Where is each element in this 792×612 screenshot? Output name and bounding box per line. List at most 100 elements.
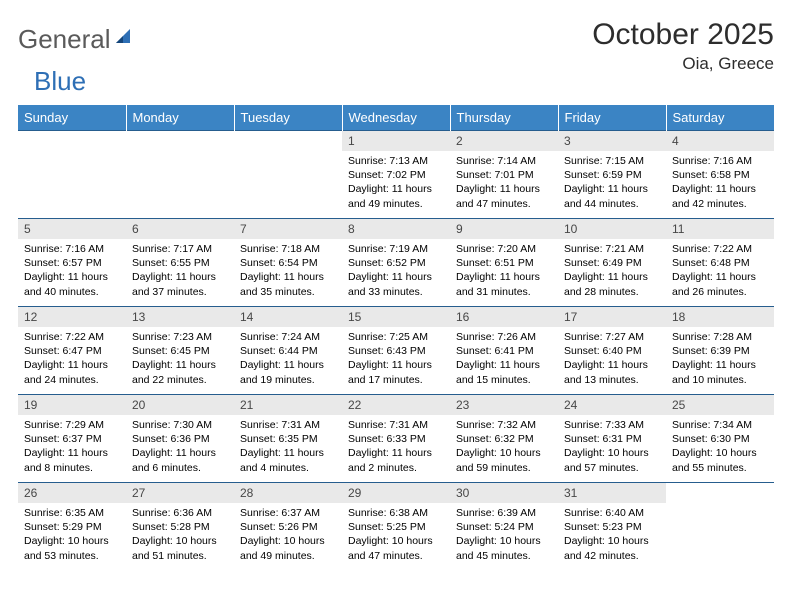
day-number: 7: [234, 219, 342, 239]
location-label: Oia, Greece: [592, 54, 774, 74]
calendar-row: 26Sunrise: 6:35 AMSunset: 5:29 PMDayligh…: [18, 483, 774, 571]
day-number: 23: [450, 395, 558, 415]
daylight-text: Daylight: 11 hours and 42 minutes.: [672, 182, 768, 210]
sunrise-text: Sunrise: 7:18 AM: [240, 242, 336, 256]
sunrise-text: Sunrise: 7:25 AM: [348, 330, 444, 344]
sunset-text: Sunset: 6:49 PM: [564, 256, 660, 270]
day-details: Sunrise: 6:38 AMSunset: 5:25 PMDaylight:…: [342, 503, 450, 567]
daylight-text: Daylight: 11 hours and 17 minutes.: [348, 358, 444, 386]
sunset-text: Sunset: 6:52 PM: [348, 256, 444, 270]
daylight-text: Daylight: 11 hours and 4 minutes.: [240, 446, 336, 474]
day-number: 24: [558, 395, 666, 415]
calendar-table: Sunday Monday Tuesday Wednesday Thursday…: [18, 105, 774, 571]
day-number: 2: [450, 131, 558, 151]
sunrise-text: Sunrise: 7:21 AM: [564, 242, 660, 256]
day-details: Sunrise: 7:26 AMSunset: 6:41 PMDaylight:…: [450, 327, 558, 391]
daylight-text: Daylight: 11 hours and 2 minutes.: [348, 446, 444, 474]
daylight-text: Daylight: 11 hours and 15 minutes.: [456, 358, 552, 386]
day-details: Sunrise: 7:30 AMSunset: 6:36 PMDaylight:…: [126, 415, 234, 479]
daylight-text: Daylight: 10 hours and 53 minutes.: [24, 534, 120, 562]
sunset-text: Sunset: 6:40 PM: [564, 344, 660, 358]
sunset-text: Sunset: 6:32 PM: [456, 432, 552, 446]
day-details: Sunrise: 7:29 AMSunset: 6:37 PMDaylight:…: [18, 415, 126, 479]
day-details: Sunrise: 7:33 AMSunset: 6:31 PMDaylight:…: [558, 415, 666, 479]
day-details: Sunrise: 6:36 AMSunset: 5:28 PMDaylight:…: [126, 503, 234, 567]
day-number: 1: [342, 131, 450, 151]
daylight-text: Daylight: 10 hours and 59 minutes.: [456, 446, 552, 474]
day-number: 20: [126, 395, 234, 415]
calendar-cell: 10Sunrise: 7:21 AMSunset: 6:49 PMDayligh…: [558, 219, 666, 307]
sunrise-text: Sunrise: 7:20 AM: [456, 242, 552, 256]
title-block: October 2025 Oia, Greece: [592, 18, 774, 74]
day-header-row: Sunday Monday Tuesday Wednesday Thursday…: [18, 105, 774, 131]
sunset-text: Sunset: 6:57 PM: [24, 256, 120, 270]
calendar-cell: 6Sunrise: 7:17 AMSunset: 6:55 PMDaylight…: [126, 219, 234, 307]
calendar-cell: [126, 131, 234, 219]
day-number: 13: [126, 307, 234, 327]
day-number: 26: [18, 483, 126, 503]
sunset-text: Sunset: 6:51 PM: [456, 256, 552, 270]
sunrise-text: Sunrise: 7:24 AM: [240, 330, 336, 344]
sunset-text: Sunset: 6:30 PM: [672, 432, 768, 446]
calendar-cell: 12Sunrise: 7:22 AMSunset: 6:47 PMDayligh…: [18, 307, 126, 395]
calendar-cell: 20Sunrise: 7:30 AMSunset: 6:36 PMDayligh…: [126, 395, 234, 483]
calendar-cell: 22Sunrise: 7:31 AMSunset: 6:33 PMDayligh…: [342, 395, 450, 483]
day-details: Sunrise: 7:25 AMSunset: 6:43 PMDaylight:…: [342, 327, 450, 391]
calendar-cell: 26Sunrise: 6:35 AMSunset: 5:29 PMDayligh…: [18, 483, 126, 571]
sunrise-text: Sunrise: 6:36 AM: [132, 506, 228, 520]
calendar-cell: 7Sunrise: 7:18 AMSunset: 6:54 PMDaylight…: [234, 219, 342, 307]
sunset-text: Sunset: 6:44 PM: [240, 344, 336, 358]
page-title: October 2025: [592, 18, 774, 52]
calendar-cell: 31Sunrise: 6:40 AMSunset: 5:23 PMDayligh…: [558, 483, 666, 571]
calendar-cell: 29Sunrise: 6:38 AMSunset: 5:25 PMDayligh…: [342, 483, 450, 571]
calendar-cell: 27Sunrise: 6:36 AMSunset: 5:28 PMDayligh…: [126, 483, 234, 571]
calendar-cell: 25Sunrise: 7:34 AMSunset: 6:30 PMDayligh…: [666, 395, 774, 483]
sunset-text: Sunset: 6:43 PM: [348, 344, 444, 358]
sunrise-text: Sunrise: 7:19 AM: [348, 242, 444, 256]
day-details: Sunrise: 7:22 AMSunset: 6:48 PMDaylight:…: [666, 239, 774, 303]
sunrise-text: Sunrise: 7:28 AM: [672, 330, 768, 344]
day-details: Sunrise: 6:40 AMSunset: 5:23 PMDaylight:…: [558, 503, 666, 567]
col-thursday: Thursday: [450, 105, 558, 131]
sail-icon: [113, 26, 135, 53]
sunrise-text: Sunrise: 7:27 AM: [564, 330, 660, 344]
day-number: 19: [18, 395, 126, 415]
day-details: Sunrise: 7:19 AMSunset: 6:52 PMDaylight:…: [342, 239, 450, 303]
day-details: Sunrise: 7:15 AMSunset: 6:59 PMDaylight:…: [558, 151, 666, 215]
calendar-cell: 30Sunrise: 6:39 AMSunset: 5:24 PMDayligh…: [450, 483, 558, 571]
day-number: 8: [342, 219, 450, 239]
daylight-text: Daylight: 11 hours and 8 minutes.: [24, 446, 120, 474]
calendar-cell: 23Sunrise: 7:32 AMSunset: 6:32 PMDayligh…: [450, 395, 558, 483]
daylight-text: Daylight: 11 hours and 37 minutes.: [132, 270, 228, 298]
sunrise-text: Sunrise: 7:17 AM: [132, 242, 228, 256]
sunrise-text: Sunrise: 7:22 AM: [672, 242, 768, 256]
daylight-text: Daylight: 11 hours and 13 minutes.: [564, 358, 660, 386]
calendar-cell: 24Sunrise: 7:33 AMSunset: 6:31 PMDayligh…: [558, 395, 666, 483]
day-number: 12: [18, 307, 126, 327]
sunrise-text: Sunrise: 6:39 AM: [456, 506, 552, 520]
sunset-text: Sunset: 6:45 PM: [132, 344, 228, 358]
calendar-cell: 16Sunrise: 7:26 AMSunset: 6:41 PMDayligh…: [450, 307, 558, 395]
daylight-text: Daylight: 11 hours and 33 minutes.: [348, 270, 444, 298]
sunrise-text: Sunrise: 7:16 AM: [24, 242, 120, 256]
sunrise-text: Sunrise: 7:14 AM: [456, 154, 552, 168]
daylight-text: Daylight: 10 hours and 47 minutes.: [348, 534, 444, 562]
day-details: Sunrise: 7:27 AMSunset: 6:40 PMDaylight:…: [558, 327, 666, 391]
sunset-text: Sunset: 6:31 PM: [564, 432, 660, 446]
daylight-text: Daylight: 11 hours and 47 minutes.: [456, 182, 552, 210]
sunset-text: Sunset: 6:55 PM: [132, 256, 228, 270]
daylight-text: Daylight: 10 hours and 42 minutes.: [564, 534, 660, 562]
sunset-text: Sunset: 6:41 PM: [456, 344, 552, 358]
day-number: 30: [450, 483, 558, 503]
daylight-text: Daylight: 11 hours and 22 minutes.: [132, 358, 228, 386]
calendar-cell: 3Sunrise: 7:15 AMSunset: 6:59 PMDaylight…: [558, 131, 666, 219]
day-details: Sunrise: 6:35 AMSunset: 5:29 PMDaylight:…: [18, 503, 126, 567]
day-number: 28: [234, 483, 342, 503]
day-details: Sunrise: 7:18 AMSunset: 6:54 PMDaylight:…: [234, 239, 342, 303]
calendar-row: 19Sunrise: 7:29 AMSunset: 6:37 PMDayligh…: [18, 395, 774, 483]
sunrise-text: Sunrise: 6:37 AM: [240, 506, 336, 520]
sunrise-text: Sunrise: 7:30 AM: [132, 418, 228, 432]
calendar-cell: 8Sunrise: 7:19 AMSunset: 6:52 PMDaylight…: [342, 219, 450, 307]
daylight-text: Daylight: 10 hours and 51 minutes.: [132, 534, 228, 562]
col-tuesday: Tuesday: [234, 105, 342, 131]
